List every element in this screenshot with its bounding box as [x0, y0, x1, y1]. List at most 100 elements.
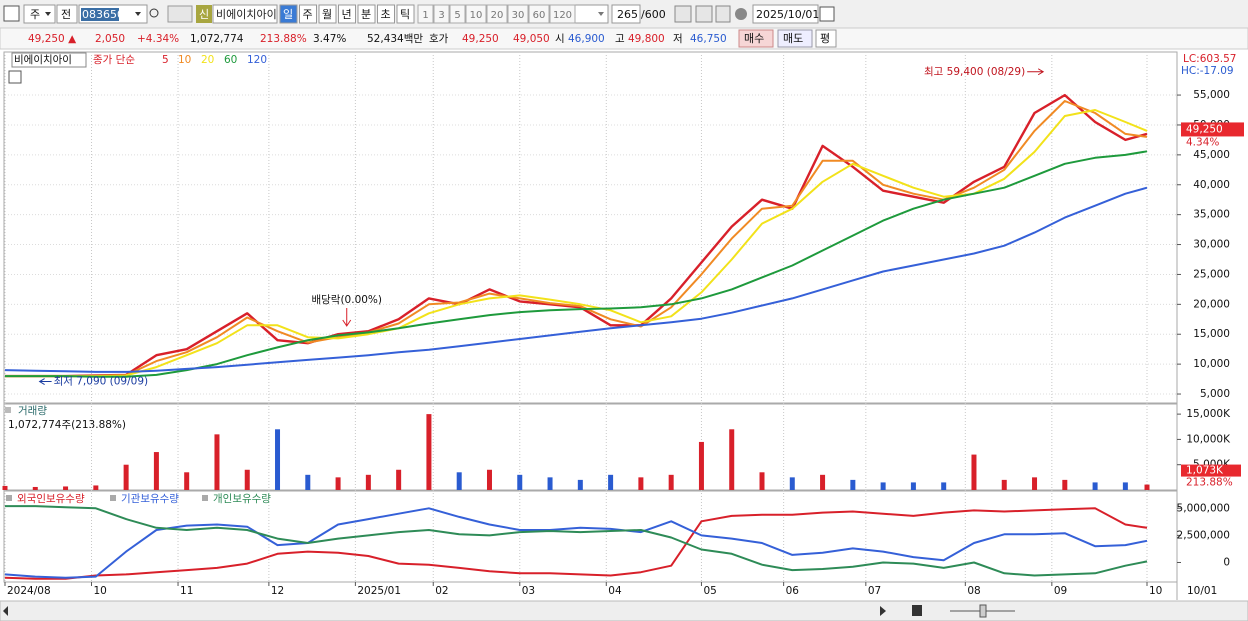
period-button[interactable] — [318, 4, 337, 24]
sound-icon[interactable] — [167, 5, 193, 23]
x-tick-label: 2024/08 — [7, 585, 51, 597]
volume-bar — [123, 464, 129, 490]
sell-button[interactable] — [777, 29, 813, 48]
y-tick-label: 40,000 — [1193, 179, 1230, 191]
settings-icon[interactable] — [735, 8, 747, 20]
volume-bar — [971, 454, 977, 490]
high-arrow — [1027, 68, 1045, 76]
period-button[interactable] — [377, 4, 395, 24]
avg-button[interactable] — [815, 29, 837, 48]
interval-button[interactable] — [465, 4, 487, 24]
period-button[interactable] — [299, 4, 317, 24]
volume-bar — [1092, 482, 1098, 490]
interval: 10 — [470, 10, 483, 21]
period-button[interactable] — [396, 4, 415, 24]
volume-bar — [305, 474, 311, 490]
holdings-panel — [3, 490, 1178, 583]
interval-button[interactable] — [417, 4, 434, 24]
volume-bar — [941, 482, 947, 490]
interval: 60 — [533, 10, 546, 21]
x-end-label: 10/01 — [1187, 585, 1217, 597]
badge: 신 — [199, 8, 209, 21]
volume-bar — [244, 469, 250, 490]
volume-bar — [608, 474, 614, 490]
x-tick-label: 10 — [1149, 585, 1162, 597]
scope-button[interactable] — [56, 4, 78, 24]
volume-bar — [63, 486, 69, 490]
price: 49,250 ▲ — [28, 33, 77, 45]
volume-bar — [184, 472, 190, 490]
volume-bar — [547, 477, 553, 490]
interval-button[interactable] — [486, 4, 508, 24]
period: 주 — [303, 8, 313, 21]
interval-button[interactable] — [549, 4, 576, 24]
stock-name: 비에이치아이 — [216, 8, 277, 21]
count-input[interactable] — [611, 4, 641, 24]
y-tick-label: 25,000 — [1193, 268, 1230, 280]
stop-button[interactable] — [912, 605, 922, 616]
volume-bar — [698, 441, 704, 490]
y-tick-label: 45,000 — [1193, 149, 1230, 161]
y-tick-label: 10,000K — [1186, 433, 1231, 445]
volume-bar — [396, 469, 402, 490]
empty-select[interactable] — [571, 4, 609, 24]
buy-button[interactable] — [738, 29, 774, 48]
x-tick-label: 04 — [608, 585, 622, 597]
volume-bar — [426, 414, 432, 490]
code-selection — [81, 8, 119, 21]
interval-button[interactable] — [528, 4, 550, 24]
low-annotation: 최저 7,090 (09/09) — [54, 376, 149, 388]
volume-bar — [2, 485, 8, 490]
interval-button[interactable] — [449, 4, 466, 24]
date-input[interactable] — [752, 4, 819, 24]
price-panel — [3, 51, 1178, 404]
menu-icon[interactable] — [3, 5, 20, 22]
tool-icon[interactable] — [695, 5, 713, 23]
search-icon[interactable] — [149, 8, 159, 18]
volume-bar — [335, 477, 341, 490]
scrollbar[interactable] — [0, 600, 1248, 621]
x-tick-label: 10 — [94, 585, 107, 597]
period-button[interactable] — [279, 4, 298, 24]
scroll-left[interactable] — [3, 606, 8, 616]
interval-button[interactable] — [433, 4, 450, 24]
series-line — [5, 93, 1148, 378]
volume-bar — [729, 429, 735, 490]
stock-code: 083650 — [82, 8, 124, 21]
interval: 1 — [422, 10, 428, 21]
interval: 3 — [438, 10, 444, 21]
title-box — [11, 52, 87, 68]
interval-button[interactable] — [507, 4, 529, 24]
high-annotation: 최고 59,400 (08/29) — [924, 66, 1025, 78]
bar-count: 265 — [617, 8, 638, 21]
volume-bar — [910, 482, 916, 490]
last-rate: 4.34% — [1186, 136, 1219, 148]
x-tick-label: 06 — [786, 585, 800, 597]
hc-label: HC:-17.09 — [1181, 65, 1234, 77]
scroll-right[interactable] — [880, 606, 886, 616]
market-select[interactable] — [23, 4, 56, 24]
x-tick-label: 2025/01 — [357, 585, 401, 597]
bar-max: /600 — [641, 8, 666, 21]
x-tick-label: 12 — [271, 585, 284, 597]
tool-icon[interactable] — [674, 5, 692, 23]
table-icon[interactable] — [8, 70, 22, 84]
period-button[interactable] — [338, 4, 356, 24]
open: 46,900 — [568, 33, 605, 45]
volume-bar — [577, 479, 583, 490]
save-icon[interactable] — [715, 5, 731, 23]
volume-bar — [638, 477, 644, 490]
period-button[interactable] — [357, 4, 376, 24]
open-label: 시 — [555, 33, 565, 45]
interval: 120 — [553, 10, 572, 21]
calendar-icon[interactable] — [819, 6, 835, 22]
volume-bar — [880, 482, 886, 490]
high-label: 고 — [615, 33, 625, 45]
last-volume: 1,073K — [1186, 465, 1224, 477]
x-tick-label: 02 — [435, 585, 448, 597]
bid: 49,050 — [513, 33, 550, 45]
slider-thumb[interactable] — [979, 604, 987, 618]
info-bar — [0, 27, 1248, 50]
legend-marker — [202, 495, 208, 501]
y-tick-label: 10,000 — [1193, 358, 1230, 370]
